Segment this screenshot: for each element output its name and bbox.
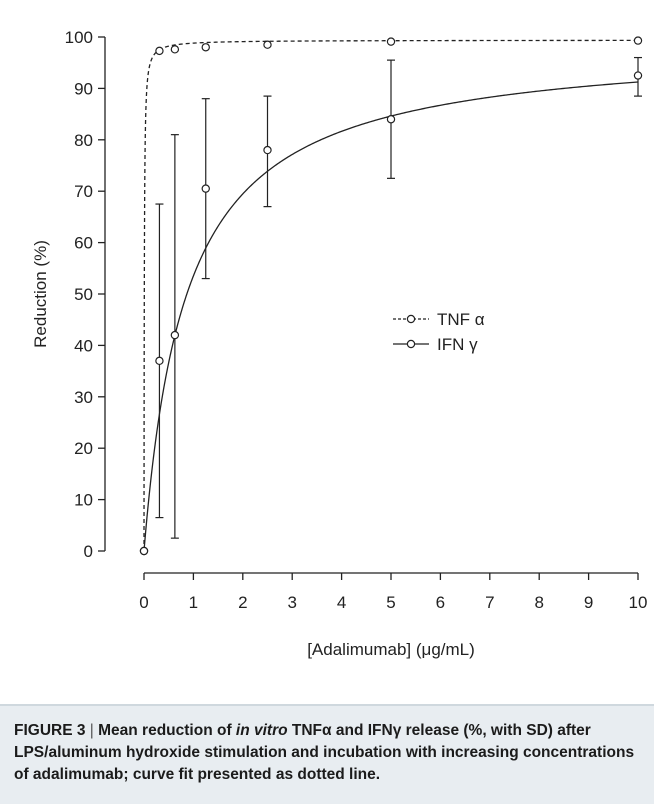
data-point-tnf-alpha bbox=[155, 46, 164, 56]
x-tick-label: 6 bbox=[436, 593, 445, 612]
data-point-ifn-gamma bbox=[263, 145, 272, 155]
figure-caption: FIGURE 3 | Mean reduction of in vitro TN… bbox=[14, 720, 640, 786]
caption-text-italic: in vitro bbox=[235, 722, 288, 739]
y-tick-label: 80 bbox=[74, 131, 93, 150]
x-tick-label: 5 bbox=[386, 593, 395, 612]
data-point-tnf-alpha bbox=[170, 45, 180, 54]
caption-text-post: TNFα and IFNγ release (%, with SD) after… bbox=[14, 722, 635, 783]
x-tick-label: 7 bbox=[485, 593, 494, 612]
x-tick-label: 3 bbox=[287, 593, 296, 612]
dose-response-chart: 0 10 20 30 40 50 60 70 80 90 100 0 1 2 3 4 5 6 7 8 9 10 TNF α… bbox=[31, 28, 648, 659]
caption-separator: | bbox=[85, 722, 99, 739]
y-tick-label: 30 bbox=[74, 388, 93, 407]
x-tick-label: 0 bbox=[139, 593, 148, 612]
legend-label: TNF α bbox=[437, 310, 485, 329]
data-point-ifn-gamma bbox=[633, 71, 643, 80]
data-point-tnf-alpha bbox=[201, 43, 210, 52]
y-tick-label: 0 bbox=[84, 542, 93, 561]
y-tick-label: 50 bbox=[74, 285, 93, 304]
x-tick-label: 1 bbox=[189, 593, 198, 612]
data-point-ifn-gamma bbox=[386, 115, 396, 124]
y-tick-label: 60 bbox=[74, 234, 93, 253]
y-tick-label: 70 bbox=[74, 182, 93, 201]
y-tick-label: 90 bbox=[74, 79, 93, 98]
x-tick-label: 4 bbox=[337, 593, 346, 612]
y-tick-label: 100 bbox=[65, 28, 93, 47]
y-tick-label: 20 bbox=[74, 439, 93, 458]
caption-end: . bbox=[375, 766, 381, 783]
legend-marker bbox=[406, 314, 416, 324]
x-tick-label: 8 bbox=[534, 593, 543, 612]
y-axis-label: Reduction (%) bbox=[31, 240, 50, 348]
x-tick-label: 10 bbox=[629, 593, 648, 612]
y-tick-label: 40 bbox=[74, 336, 93, 355]
data-point-tnf-alpha bbox=[633, 36, 643, 45]
data-point-ifn-gamma bbox=[201, 184, 210, 193]
data-point-ifn-gamma bbox=[155, 356, 164, 366]
data-point-ifn-gamma bbox=[139, 546, 149, 556]
x-tick-label: 2 bbox=[238, 593, 247, 612]
legend-marker bbox=[406, 339, 416, 349]
x-axis-label: [Adalimumab] (μg/mL) bbox=[307, 640, 475, 659]
figure-label: FIGURE 3 bbox=[14, 722, 86, 739]
data-point-tnf-alpha bbox=[263, 40, 272, 49]
fit-curve-tnf-alpha bbox=[143, 39, 638, 551]
chart-legend: TNF α IFN γ bbox=[393, 310, 485, 354]
data-point-tnf-alpha bbox=[386, 37, 396, 46]
data-points bbox=[139, 36, 643, 556]
figure-caption-panel: FIGURE 3 | Mean reduction of in vitro TN… bbox=[0, 704, 654, 804]
error-bars bbox=[155, 56, 642, 539]
caption-text-pre: Mean reduction of bbox=[98, 722, 236, 739]
chart-axes: 0 10 20 30 40 50 60 70 80 90 100 0 1 2 3 4 5 6 7 8 9 10 bbox=[65, 28, 648, 612]
data-point-ifn-gamma bbox=[170, 330, 180, 340]
legend-label: IFN γ bbox=[437, 335, 478, 354]
x-tick-label: 9 bbox=[584, 593, 593, 612]
y-tick-label: 10 bbox=[74, 491, 93, 510]
